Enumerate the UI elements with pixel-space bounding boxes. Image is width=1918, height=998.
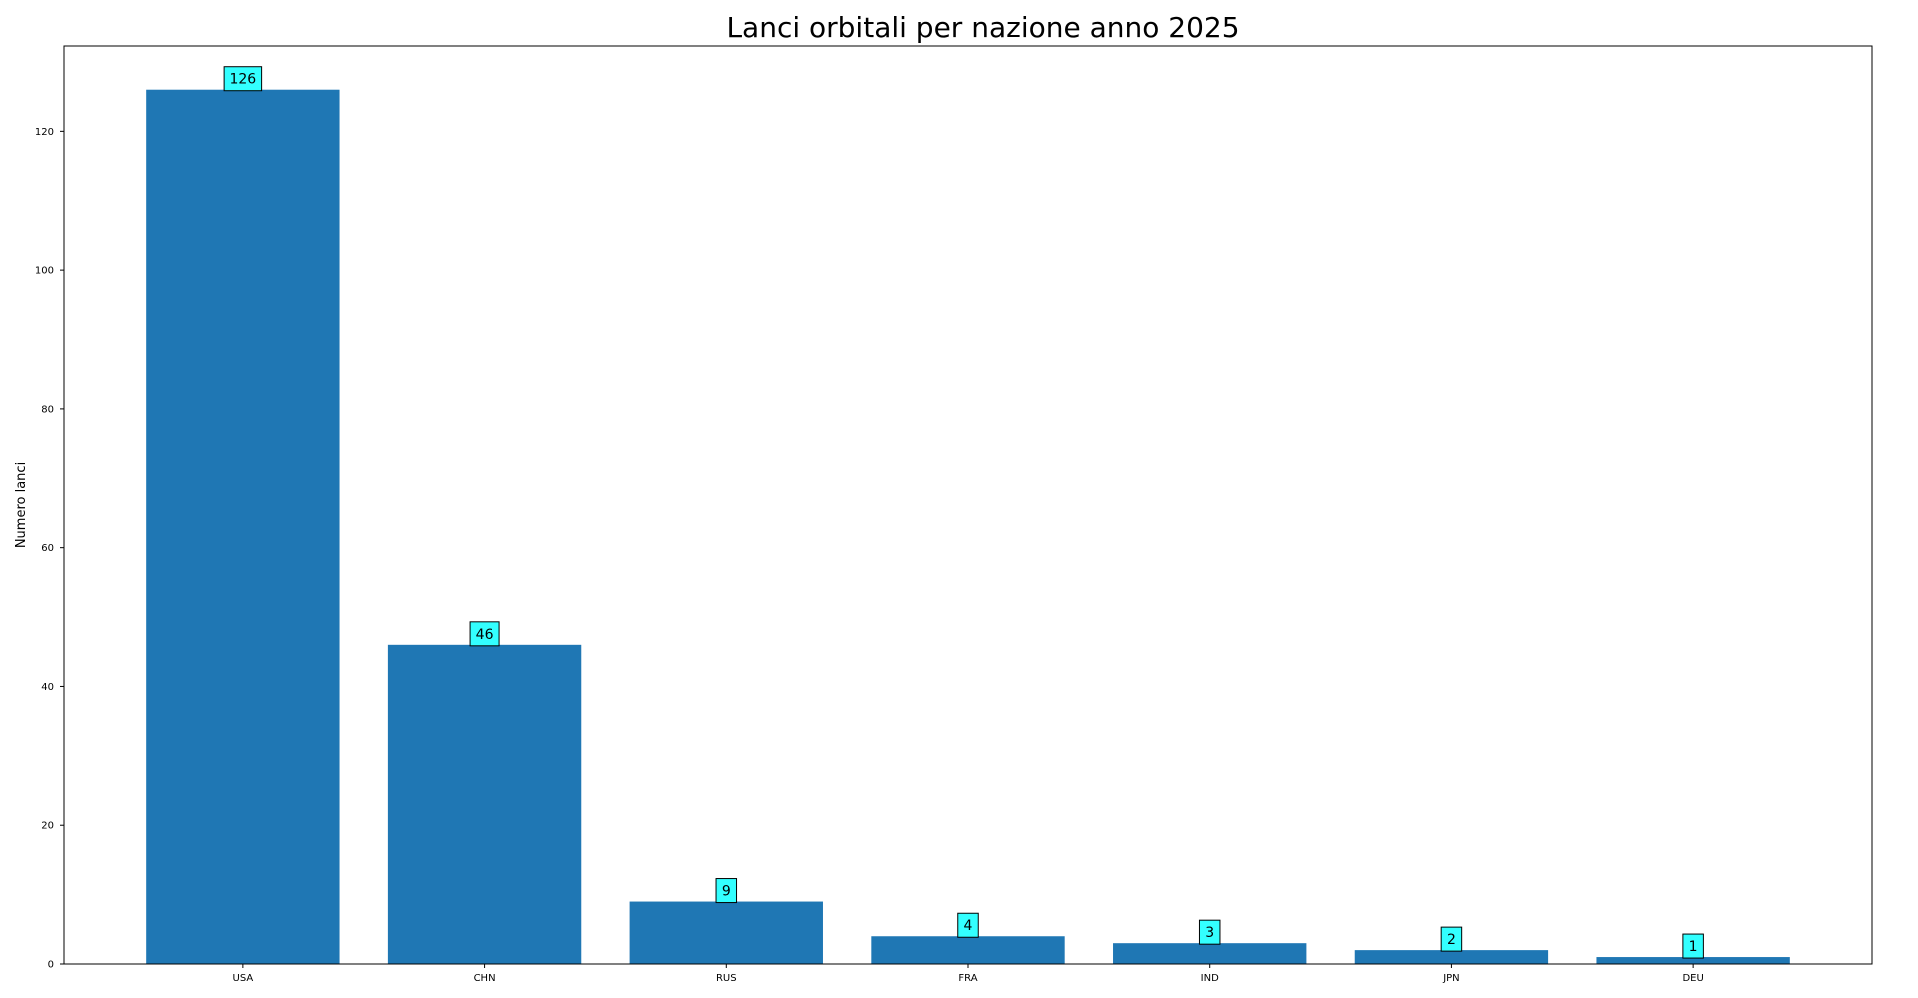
bar-rus bbox=[629, 901, 823, 964]
x-tick-label: FRA bbox=[958, 973, 977, 984]
value-label-usa: 126 bbox=[229, 72, 256, 88]
bar-ind bbox=[1113, 943, 1307, 964]
y-tick-label: 80 bbox=[41, 404, 54, 415]
value-label-box bbox=[1440, 926, 1463, 952]
bar-deu bbox=[1596, 957, 1790, 964]
y-tick-label: 60 bbox=[41, 543, 54, 554]
value-label-box bbox=[1198, 919, 1221, 945]
value-labels-group: 126 46 9 4 3 2 1 bbox=[223, 66, 1704, 959]
x-tick-label: USA bbox=[233, 973, 254, 984]
y-tick-label: 20 bbox=[41, 821, 54, 832]
value-label-jpn: 2 bbox=[1447, 932, 1456, 948]
bar-fra bbox=[871, 936, 1065, 964]
y-tick-label: 100 bbox=[35, 266, 54, 277]
y-axis-label: Numero lanci bbox=[14, 462, 29, 548]
y-tick-label: 0 bbox=[48, 960, 54, 971]
value-label-deu: 1 bbox=[1689, 939, 1698, 955]
value-label-box bbox=[223, 66, 263, 92]
value-label-fra: 4 bbox=[964, 918, 973, 934]
x-tick-label: CHN bbox=[474, 973, 496, 984]
x-tick-label: DEU bbox=[1682, 973, 1703, 984]
value-label-box bbox=[469, 621, 500, 647]
value-label-box bbox=[957, 912, 979, 938]
value-label-ind: 3 bbox=[1205, 925, 1214, 941]
bar-jpn bbox=[1354, 950, 1549, 964]
bar-chn bbox=[387, 644, 582, 964]
bar-usa bbox=[146, 89, 340, 964]
chart-title: Lanci orbitali per nazione anno 2025 bbox=[726, 11, 1239, 44]
x-tick-label: RUS bbox=[716, 973, 737, 984]
y-tick-label: 40 bbox=[41, 682, 54, 693]
y-tick-label: 120 bbox=[35, 127, 54, 138]
value-label-box bbox=[715, 878, 738, 904]
value-label-chn: 46 bbox=[476, 627, 494, 643]
y-ticks-group: 0 20 40 60 80 100 120 bbox=[35, 127, 64, 971]
x-ticks-group: USA CHN RUS FRA IND JPN DEU bbox=[233, 964, 1704, 984]
value-label-box bbox=[1682, 933, 1704, 959]
bars-group bbox=[146, 89, 1790, 964]
value-label-rus: 9 bbox=[722, 884, 731, 900]
x-tick-label: IND bbox=[1201, 973, 1219, 984]
x-tick-label: JPN bbox=[1442, 973, 1459, 984]
plot-frame bbox=[63, 45, 1873, 965]
